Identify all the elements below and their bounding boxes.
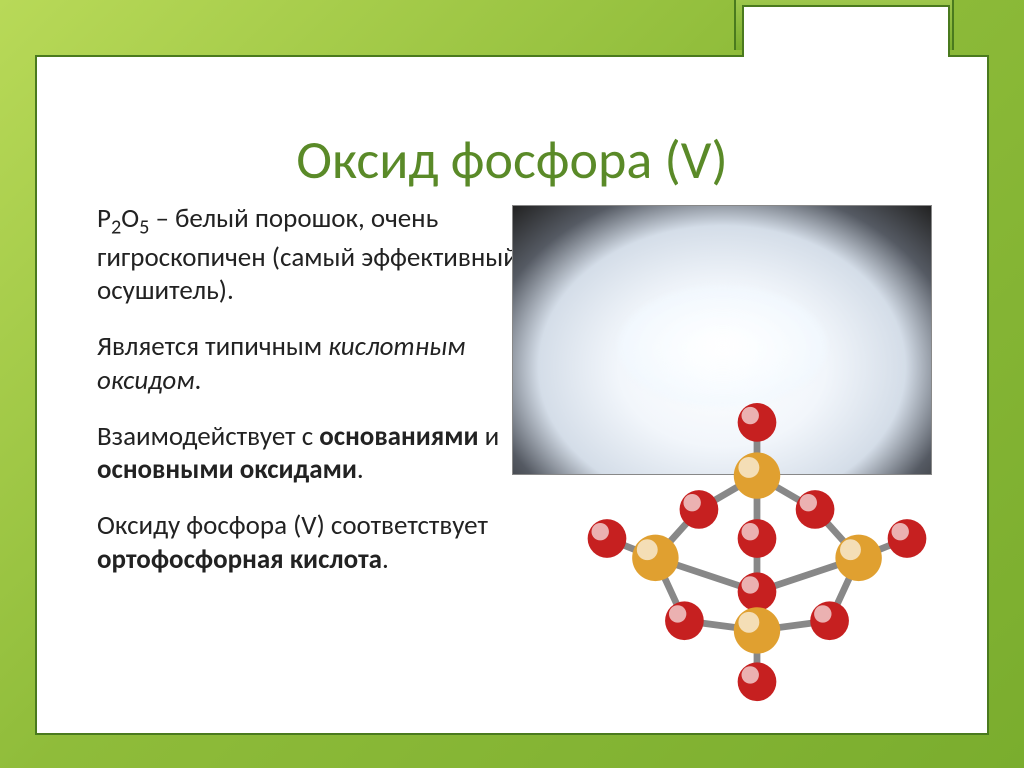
oxygen-atom xyxy=(796,490,835,529)
oxygen-atom xyxy=(738,403,777,442)
oxygen-atom xyxy=(680,490,719,529)
p2-before: Является типичным xyxy=(97,330,328,363)
p4-bold1: ортофосфорная кислота xyxy=(97,543,382,576)
p4-after: . xyxy=(382,543,389,576)
paragraph-2: Является типичным кислотным оксидом. xyxy=(97,330,527,398)
oxygen-atom xyxy=(738,662,777,701)
molecule-diagram xyxy=(582,403,932,703)
formula-p2o5: P2O5 xyxy=(97,202,149,235)
paragraph-3: Взаимодействует с основаниями и основным… xyxy=(97,420,527,488)
paragraph-1: P2O5 – белый порошок, очень гигроскопиче… xyxy=(97,202,527,308)
body-text: P2O5 – белый порошок, очень гигроскопиче… xyxy=(97,202,527,599)
oxygen-atom xyxy=(888,519,927,558)
paragraph-4: Оксиду фосфора (V) соответствует ортофос… xyxy=(97,509,527,577)
corner-tab-inner xyxy=(742,5,950,57)
phosphorus-atom xyxy=(835,535,881,581)
slide-title: Оксид фосфора (V) xyxy=(37,127,987,193)
p4-before: Оксиду фосфора (V) соответствует xyxy=(97,509,488,542)
p1-text: – белый порошок, очень гигроскопичен (са… xyxy=(97,202,518,307)
corner-tab-outer xyxy=(734,0,954,50)
content-frame: Оксид фосфора (V) P2O5 – белый порошок, … xyxy=(35,55,989,735)
oxygen-atom xyxy=(588,519,627,558)
phosphorus-atom xyxy=(632,535,678,581)
p2-after: . xyxy=(195,364,202,397)
phosphorus-atom xyxy=(734,452,780,498)
p3-before: Взаимодействует с xyxy=(97,420,319,453)
oxygen-atom xyxy=(738,572,777,611)
p3-bold1: основаниями xyxy=(319,420,478,453)
p3-mid: и xyxy=(479,420,500,453)
oxygen-atom xyxy=(665,601,704,640)
slide-background: Оксид фосфора (V) P2O5 – белый порошок, … xyxy=(0,0,1024,768)
oxygen-atom xyxy=(738,519,777,558)
p3-bold2: основными оксидами xyxy=(97,453,357,486)
p3-after: . xyxy=(357,453,364,486)
oxygen-atom xyxy=(810,601,849,640)
phosphorus-atom xyxy=(734,607,780,653)
